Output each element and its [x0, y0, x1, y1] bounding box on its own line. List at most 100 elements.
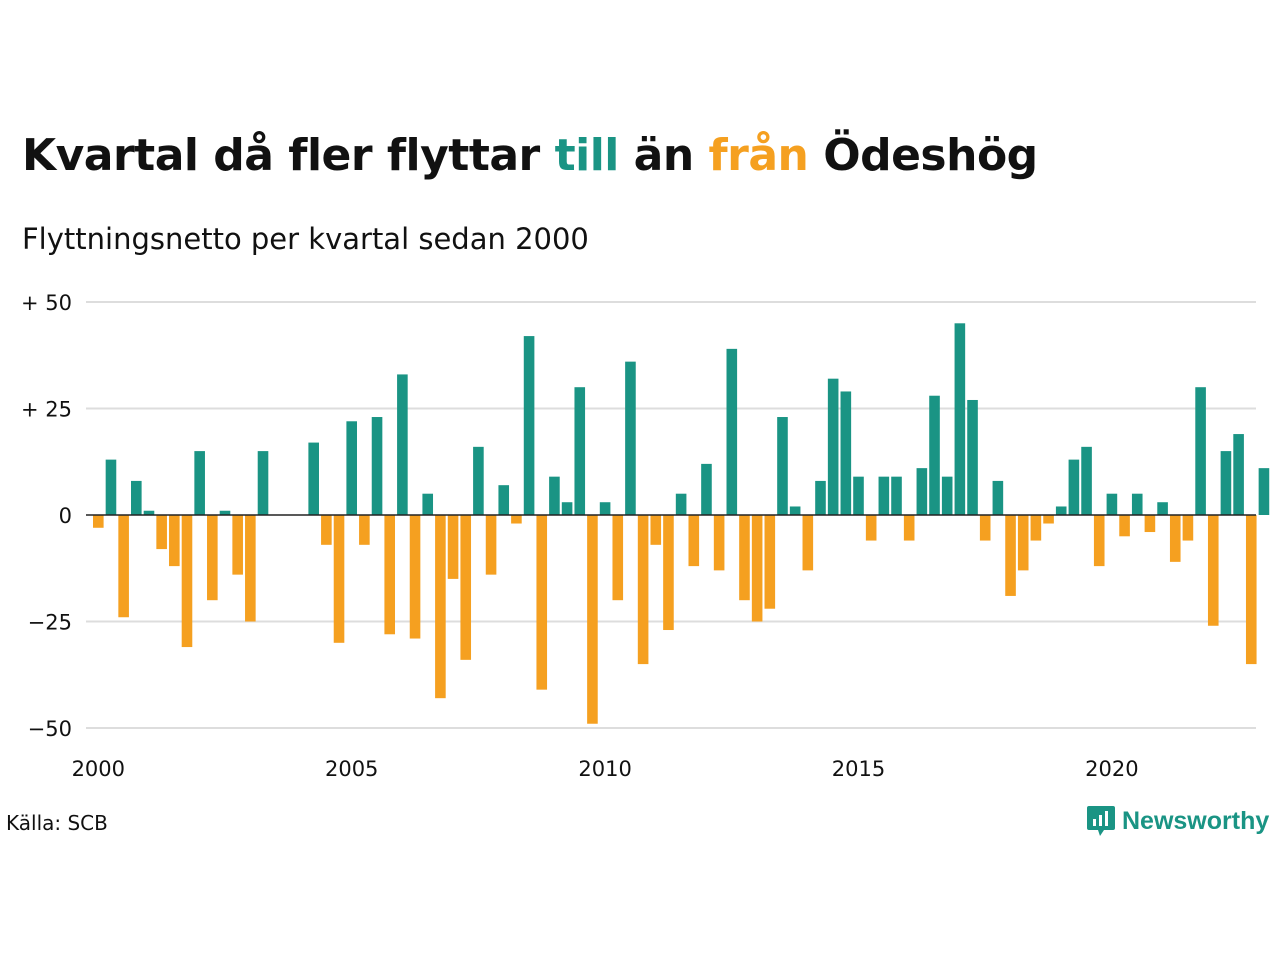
- bar: [485, 515, 497, 575]
- x-tick-label: 2010: [578, 757, 631, 781]
- bar: [1119, 515, 1130, 537]
- bar: [1055, 506, 1067, 515]
- bar: [1157, 502, 1168, 515]
- bar: [726, 348, 738, 515]
- bar: [1106, 493, 1118, 515]
- bar: [650, 515, 662, 545]
- bar: [1030, 515, 1042, 541]
- bar: [232, 515, 243, 575]
- bar: [397, 374, 408, 515]
- bar: [511, 515, 522, 524]
- bar: [1144, 515, 1156, 533]
- bar: [827, 378, 839, 515]
- title-till: till: [554, 130, 620, 181]
- bar: [941, 476, 953, 515]
- bar: [1169, 515, 1181, 562]
- bar: [1005, 515, 1016, 596]
- bar: [561, 502, 573, 515]
- title-part-3: Ödeshög: [808, 130, 1038, 181]
- bar: [523, 336, 535, 515]
- bar: [789, 506, 801, 515]
- bar: [865, 515, 877, 541]
- bar: [422, 493, 434, 515]
- bar: [1043, 515, 1054, 524]
- bar: [549, 476, 560, 515]
- chart-subtitle: Flyttningsnetto per kvartal sedan 2000: [22, 222, 589, 256]
- bar: [688, 515, 700, 567]
- bar: [1258, 468, 1270, 515]
- bar: [903, 515, 915, 541]
- bar: [143, 510, 155, 515]
- y-tick-label: −50: [28, 717, 72, 741]
- title-fran: från: [708, 130, 809, 181]
- bar: [675, 493, 687, 515]
- bar: [118, 515, 129, 618]
- bar: [739, 515, 750, 601]
- bar: [891, 476, 902, 515]
- bar: [93, 515, 104, 528]
- bar: [637, 515, 649, 665]
- bar: [219, 510, 231, 515]
- bar: [929, 395, 940, 515]
- bar: [878, 476, 890, 515]
- source-note: Källa: SCB: [6, 811, 108, 835]
- bar: [498, 485, 510, 515]
- bar: [207, 515, 218, 601]
- bar: [156, 515, 167, 550]
- bar: [713, 515, 725, 571]
- bar: [1220, 451, 1232, 515]
- bar: [992, 480, 1004, 515]
- bar: [473, 446, 484, 515]
- bar: [435, 515, 446, 699]
- bar: [194, 451, 205, 515]
- bar: [308, 442, 319, 515]
- bar: [257, 451, 269, 515]
- x-tick-label: 2020: [1085, 757, 1138, 781]
- bar: [815, 480, 826, 515]
- bar: [764, 515, 776, 609]
- bar: [840, 391, 852, 515]
- bar: [409, 515, 421, 639]
- bar: [181, 515, 193, 648]
- bar: [1093, 515, 1105, 567]
- title-part-1: Kvartal då fler flyttar: [22, 130, 555, 181]
- bar: [979, 515, 991, 541]
- bar: [536, 515, 548, 690]
- bar: [321, 515, 332, 545]
- y-tick-label: + 50: [21, 291, 72, 315]
- bar: [599, 502, 611, 515]
- bar: [1245, 515, 1257, 665]
- bar: [625, 361, 636, 515]
- bar: [1131, 493, 1143, 515]
- bar: [131, 480, 142, 515]
- bar: [1195, 387, 1206, 515]
- bar: [371, 417, 383, 515]
- bar: [169, 515, 180, 567]
- title-part-2: än: [618, 130, 709, 181]
- brand-name: Newsworthy: [1122, 806, 1270, 835]
- bar: [587, 515, 598, 724]
- bar: [954, 323, 966, 515]
- bar: [105, 459, 117, 515]
- bar: [384, 515, 396, 635]
- bar: [777, 417, 788, 515]
- bar: [853, 476, 864, 515]
- bar: [701, 463, 712, 515]
- bar: [1207, 515, 1219, 626]
- bar: [802, 515, 814, 571]
- newsworthy-logo: Newsworthy: [1086, 804, 1269, 838]
- bar: [612, 515, 624, 601]
- bar: [245, 515, 256, 622]
- bar: [359, 515, 370, 545]
- bar: [333, 515, 345, 643]
- newsworthy-logo-icon: [1087, 806, 1115, 836]
- chart-title: Kvartal då fler flyttar till än från Öde…: [22, 130, 1038, 181]
- y-tick-label: + 25: [21, 398, 72, 422]
- bar: [574, 387, 586, 515]
- y-tick-label: −25: [28, 611, 72, 635]
- bar: [1182, 515, 1194, 541]
- bar: [967, 399, 978, 515]
- x-tick-label: 2005: [325, 757, 378, 781]
- bar: [751, 515, 763, 622]
